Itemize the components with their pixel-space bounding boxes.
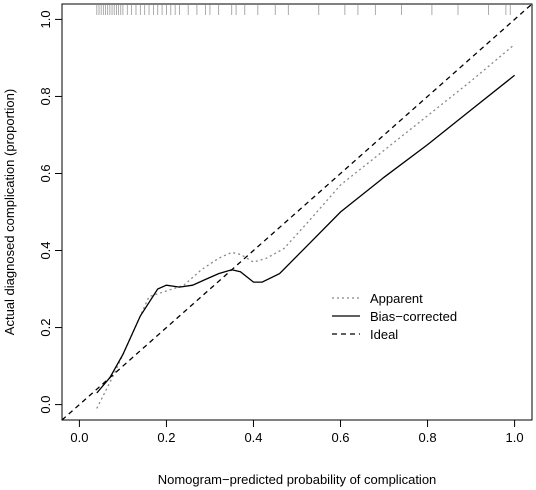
- legend-label: Ideal: [370, 327, 398, 342]
- legend-label: Apparent: [370, 291, 423, 306]
- y-tick-label: 0.8: [38, 87, 53, 105]
- x-tick-label: 0.8: [419, 430, 437, 445]
- series-layer: [62, 4, 532, 420]
- y-tick-label: 0.2: [38, 319, 53, 337]
- y-tick-label: 0.0: [38, 396, 53, 414]
- y-axis: 0.0 0.2 0.4 0.6 0.8 1.0: [38, 10, 62, 414]
- legend: Apparent Bias−corrected Ideal: [332, 291, 457, 342]
- rug-marks: [96, 5, 511, 15]
- plot-frame: [61, 3, 533, 421]
- y-tick-label: 1.0: [38, 10, 53, 28]
- x-tick-label: 0.6: [331, 430, 349, 445]
- x-axis-title: Nomogram−predicted probability of compli…: [158, 472, 437, 487]
- legend-label: Bias−corrected: [370, 309, 457, 324]
- y-axis-title: Actual diagnosed complication (proportio…: [2, 89, 17, 335]
- x-tick-label: 0.4: [244, 430, 262, 445]
- x-tick-label: 1.0: [506, 430, 524, 445]
- series-line-bias-corrected: [96, 74, 516, 394]
- x-tick-label: 0.2: [157, 430, 175, 445]
- x-axis: 0.0 0.2 0.4 0.6 0.8 1.0: [70, 420, 524, 445]
- y-tick-label: 0.6: [38, 164, 53, 182]
- x-tick-label: 0.0: [70, 430, 88, 445]
- series-line-ideal: [62, 4, 532, 420]
- y-tick-label: 0.4: [38, 241, 53, 259]
- series-line-apparent: [96, 43, 516, 409]
